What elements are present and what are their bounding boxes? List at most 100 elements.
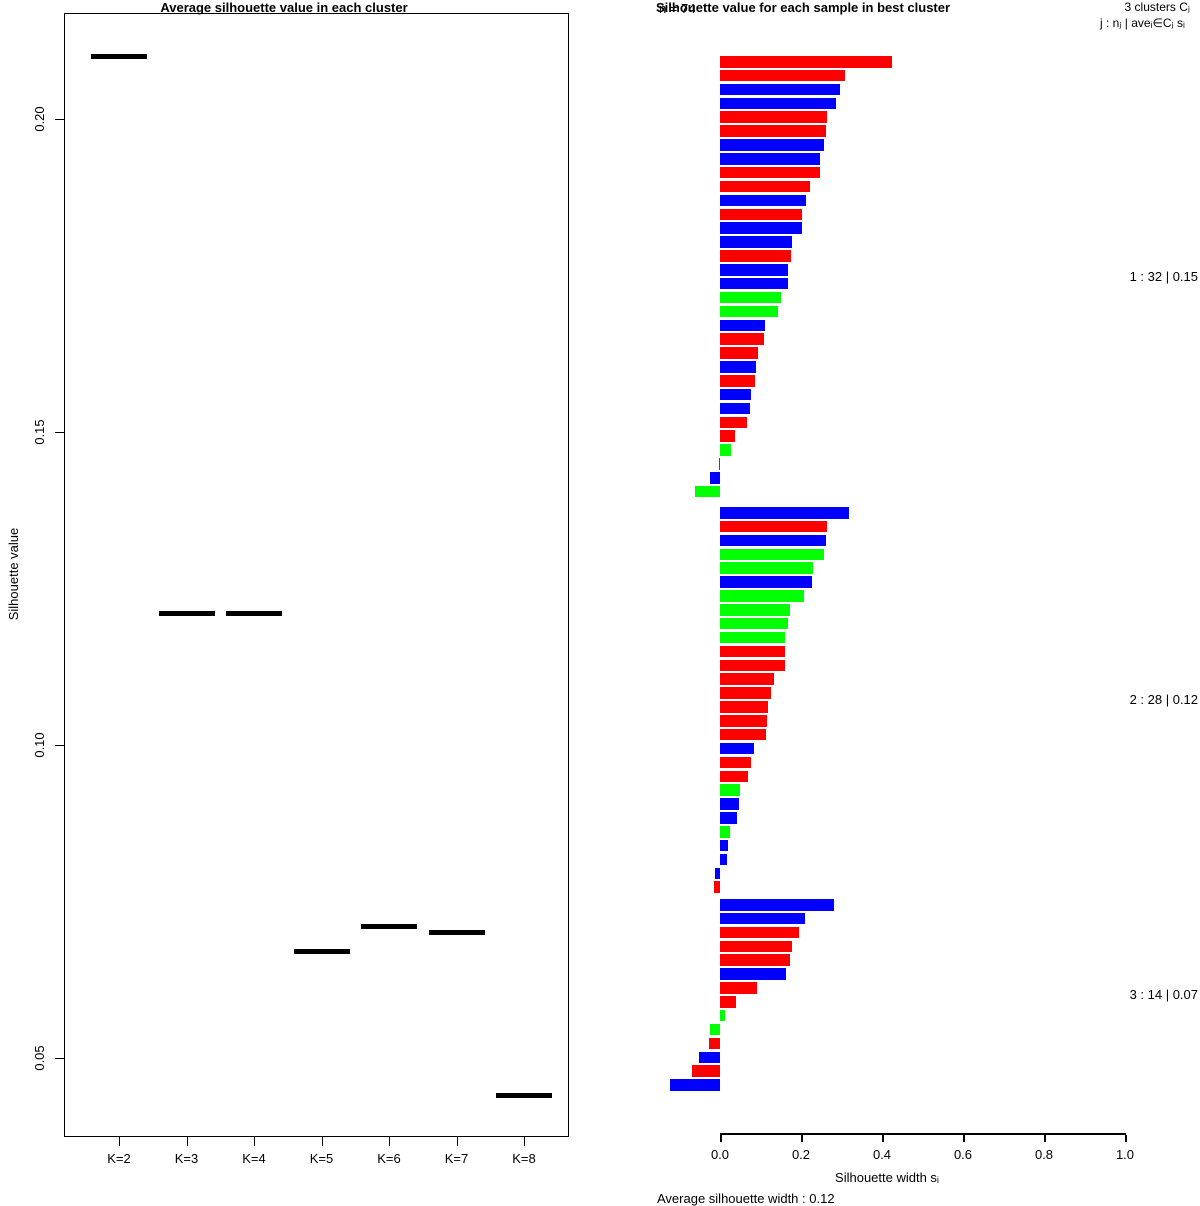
silhouette-bar [720, 715, 767, 727]
silhouette-bar [720, 742, 755, 755]
silhouette-bar [710, 1023, 720, 1036]
x-tick-mark [186, 1137, 188, 1146]
silhouette-bar [720, 264, 789, 276]
silhouette-bar [720, 250, 791, 262]
silhouette-bar [720, 839, 729, 852]
silhouette-bar [720, 701, 769, 713]
silhouette-bar [720, 604, 791, 616]
silhouette-bar [720, 236, 792, 248]
silhouette-bar [720, 687, 772, 699]
silhouette-bar [720, 940, 793, 953]
x-tick-mark [321, 1137, 323, 1146]
silhouette-bar [720, 444, 732, 456]
y-tick-label: 0.15 [32, 419, 47, 445]
silhouette-bar [720, 1009, 726, 1022]
silhouette-bar [720, 548, 825, 561]
x-tick-label: K=6 [377, 1151, 401, 1166]
silhouette-bar [720, 673, 775, 685]
x-tick-label: 0.8 [1034, 1147, 1054, 1162]
silhouette-bar [720, 756, 752, 769]
silhouette-bar [720, 347, 758, 359]
silhouette-bar [720, 277, 789, 290]
x-tick-label: 0.0 [710, 1147, 730, 1162]
cluster-count-annotation: 3 clusters Cⱼ [1124, 0, 1190, 14]
silhouette-bar [715, 867, 720, 880]
y-tick-mark [55, 431, 64, 433]
x-tick-mark [524, 1137, 525, 1146]
silhouette-bar [720, 996, 737, 1008]
x-tick-mark [119, 1137, 120, 1146]
x-tick-mark [1044, 1134, 1046, 1142]
silhouette-bar [720, 562, 813, 574]
silhouette-bar [720, 291, 782, 304]
silhouette-bar [713, 881, 720, 893]
silhouette-bar [720, 826, 730, 838]
silhouette-bar [720, 954, 791, 966]
silhouette-bar [720, 659, 785, 672]
cluster-summary-label: 3 : 14 | 0.07 [1129, 987, 1198, 1003]
x-axis-line [720, 1133, 1126, 1135]
silhouette-bar [720, 968, 786, 980]
x-tick-label: K=7 [444, 1151, 469, 1166]
left-plot-box [64, 13, 569, 1137]
silhouette-bar [720, 926, 799, 939]
x-tick-label: K=4 [242, 1151, 266, 1166]
silhouette-bar [720, 125, 826, 137]
x-tick-mark [1125, 1134, 1127, 1142]
cluster-summary-label: 1 : 32 | 0.15 [1129, 268, 1198, 284]
silhouette-bar [720, 402, 750, 415]
silhouette-bar [720, 83, 840, 96]
x-tick-mark [801, 1134, 803, 1142]
silhouette-bar [720, 812, 737, 824]
silhouette-bar [720, 97, 836, 110]
x-tick-mark [389, 1137, 390, 1146]
silhouette-bar [720, 69, 846, 82]
silhouette-bar [720, 180, 810, 193]
y-tick-mark [55, 1057, 64, 1059]
x-tick-label: K=3 [174, 1151, 199, 1166]
avg-silhouette-marker [496, 1093, 552, 1099]
x-tick-label: 0.4 [872, 1147, 892, 1162]
silhouette-bar [720, 912, 806, 925]
silhouette-bar [720, 534, 826, 547]
sample-count-label: n = 74 [659, 1, 696, 16]
x-tick-label: 1.0 [1115, 1147, 1135, 1162]
x-tick-label: 0.2 [791, 1147, 811, 1162]
silhouette-bar [695, 485, 720, 498]
avg-silhouette-marker [226, 611, 282, 617]
silhouette-bar [720, 208, 803, 221]
y-tick-label: 0.10 [32, 732, 47, 758]
x-tick-mark [882, 1134, 884, 1142]
silhouette-bar [720, 798, 740, 810]
cluster-summary-label: 2 : 28 | 0.12 [1129, 692, 1198, 708]
silhouette-bar [710, 472, 720, 484]
silhouette-bar [720, 590, 805, 602]
x-tick-mark [720, 1134, 722, 1142]
x-tick-label: K=8 [512, 1151, 536, 1166]
silhouette-bar [720, 576, 812, 588]
silhouette-bar [720, 982, 757, 994]
x-tick-mark [963, 1134, 965, 1142]
silhouette-bar [691, 1065, 720, 1077]
x-tick-label: K=2 [107, 1151, 131, 1166]
x-tick-label: K=5 [309, 1151, 334, 1166]
silhouette-bar [720, 853, 728, 866]
silhouette-bar [720, 416, 748, 429]
silhouette-bar [720, 728, 767, 741]
silhouette-bar [720, 111, 827, 123]
left-chart-title: Average silhouette value in each cluster [160, 0, 408, 15]
silhouette-bar [720, 899, 835, 911]
silhouette-bar [720, 388, 752, 401]
silhouette-bar [720, 770, 748, 783]
average-width-footer: Average silhouette width : 0.12 [657, 1191, 835, 1206]
y-tick-label: 0.05 [32, 1045, 47, 1071]
silhouette-bar [720, 319, 765, 332]
avg-silhouette-marker [158, 611, 215, 617]
silhouette-bar [720, 333, 764, 345]
silhouette-bar [720, 361, 757, 373]
silhouette-bar [720, 520, 827, 533]
silhouette-bar [720, 507, 849, 519]
left-y-axis-label: Silhouette value [6, 527, 21, 621]
right-chart-title: Silhouette value for each sample in best… [656, 0, 951, 15]
